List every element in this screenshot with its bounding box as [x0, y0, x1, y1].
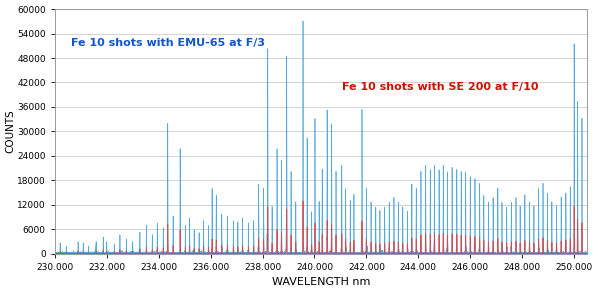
- Text: Fe 10 shots with EMU-65 at F/3: Fe 10 shots with EMU-65 at F/3: [71, 38, 265, 48]
- Text: Fe 10 shots with SE 200 at F/10: Fe 10 shots with SE 200 at F/10: [342, 82, 539, 92]
- Y-axis label: COUNTS: COUNTS: [5, 110, 16, 153]
- X-axis label: WAVELENGTH nm: WAVELENGTH nm: [272, 277, 370, 287]
